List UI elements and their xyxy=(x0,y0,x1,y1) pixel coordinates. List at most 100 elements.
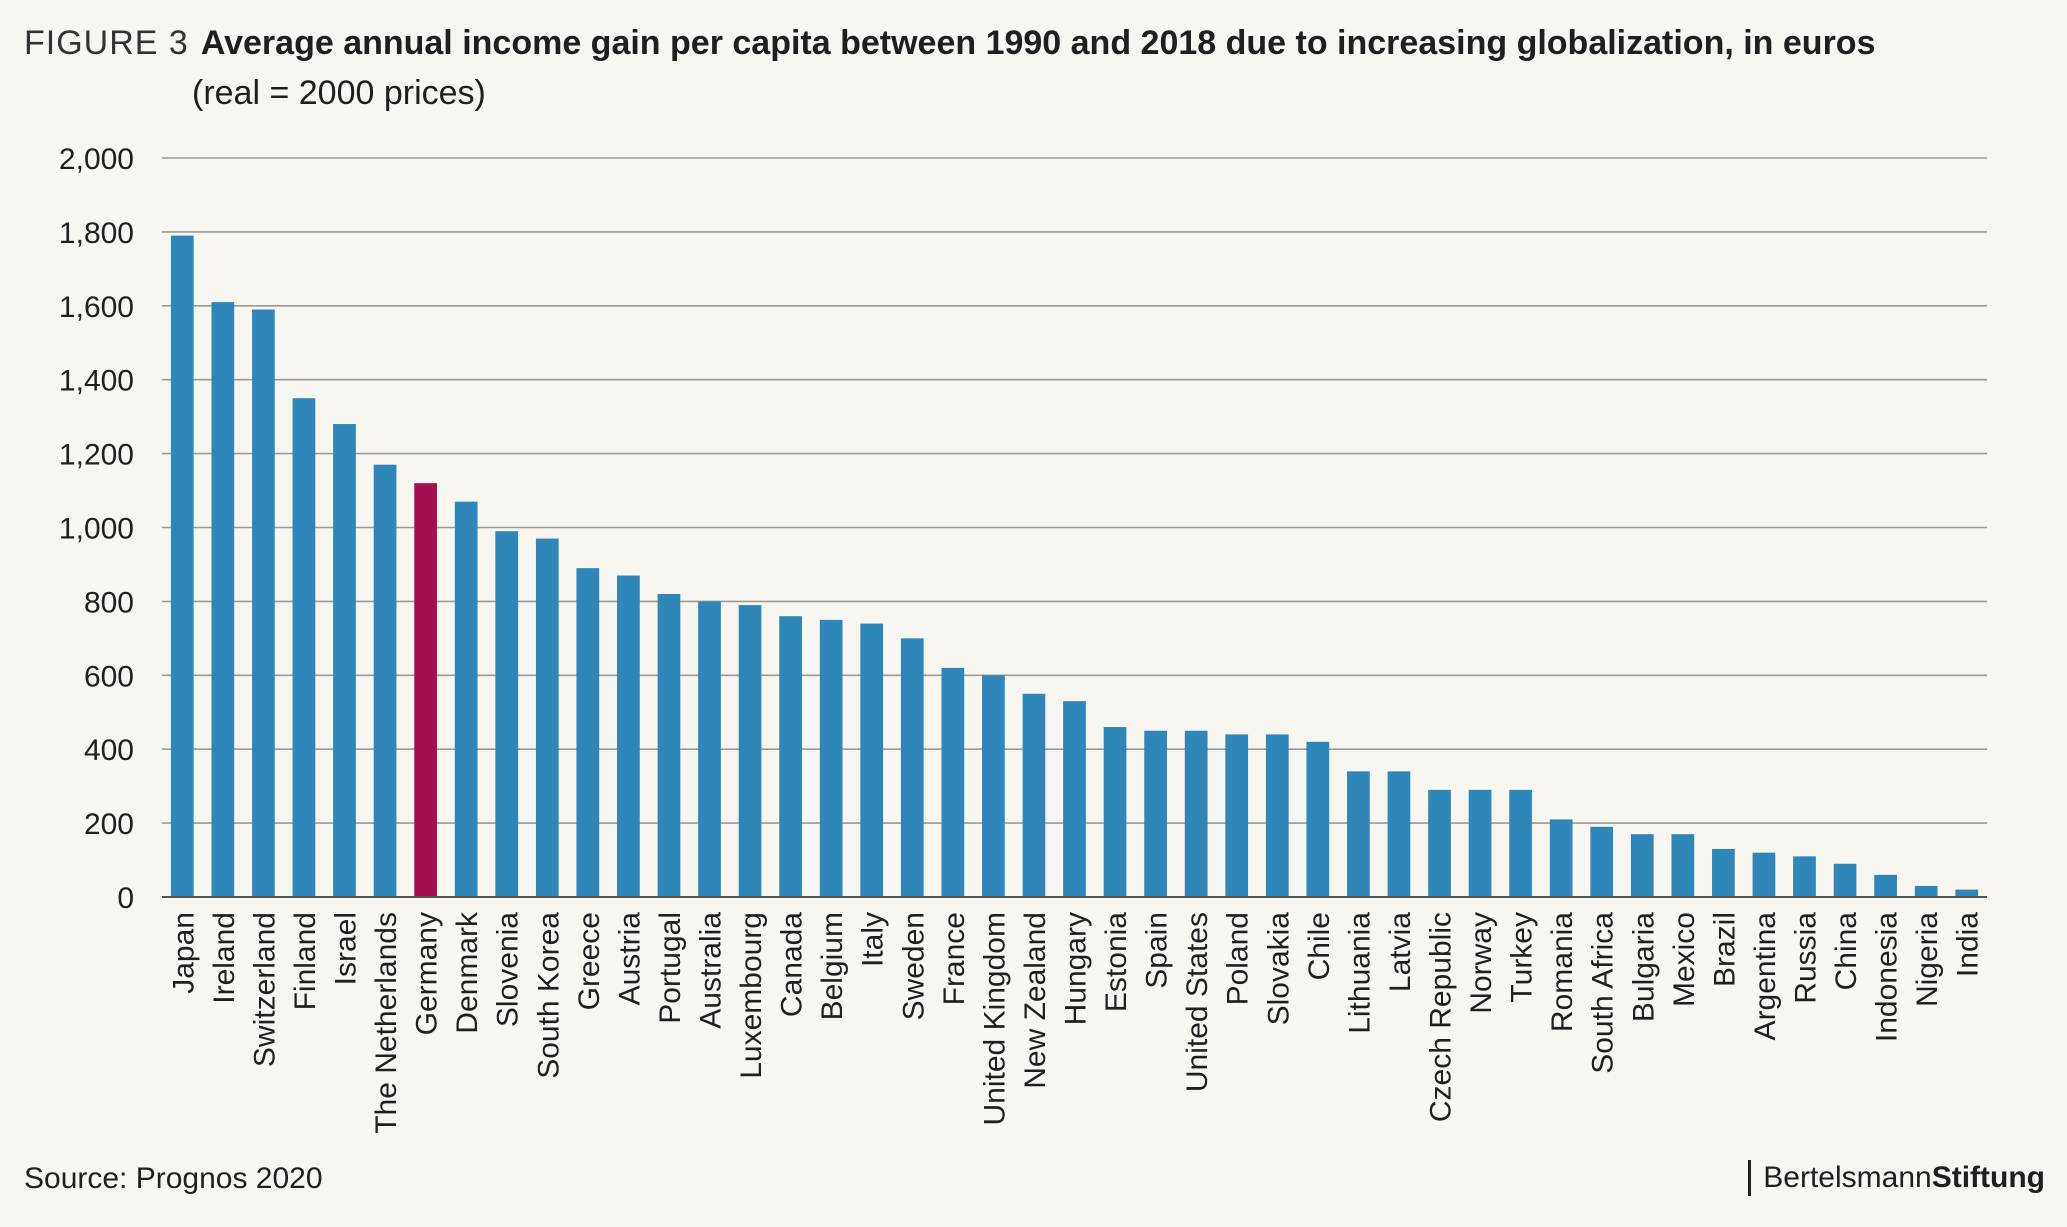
x-tick-label: Poland xyxy=(1222,912,1255,1005)
bar xyxy=(1590,826,1614,897)
x-tick-label: China xyxy=(1830,912,1863,991)
x-tick-label: New Zealand xyxy=(1019,912,1052,1089)
x-tick-label: United States xyxy=(1181,912,1214,1092)
y-axis-ticks: 0 200 400 600 800 1,000 1,200 1,400 1,600 1,800 2,… xyxy=(59,143,134,915)
bar xyxy=(982,675,1005,897)
x-tick-label: Indonesia xyxy=(1871,912,1904,1042)
x-tick-label: Nigeria xyxy=(1911,912,1944,1007)
bar xyxy=(414,483,437,897)
chart-subtitle: (real = 2000 prices) xyxy=(192,74,486,112)
bar xyxy=(1225,734,1249,897)
x-tick-label: Norway xyxy=(1465,912,1498,1014)
x-tick-label: South Africa xyxy=(1587,912,1620,1074)
bar xyxy=(1630,834,1654,897)
bar xyxy=(1347,771,1370,897)
y-tick-label: 1,400 xyxy=(59,365,134,398)
bar xyxy=(170,235,194,898)
x-tick-label: Romania xyxy=(1546,912,1579,1032)
bar xyxy=(1468,789,1492,897)
x-tick-label: Spain xyxy=(1141,912,1174,989)
figure-label: FIGURE 3 xyxy=(24,24,189,62)
brand-bold: Stiftung xyxy=(1931,1161,2045,1194)
x-tick-label: Australia xyxy=(695,912,728,1029)
bar xyxy=(860,623,884,897)
bar xyxy=(1752,852,1776,897)
x-tick-label: Japan xyxy=(167,912,200,994)
x-tick-label: Sweden xyxy=(897,912,930,1020)
bar xyxy=(1549,819,1573,897)
x-tick-label: Russia xyxy=(1790,912,1823,1004)
x-tick-label: Portugal xyxy=(654,912,687,1024)
x-tick-label: Chile xyxy=(1303,912,1336,980)
x-tick-label: Slovenia xyxy=(492,912,525,1027)
y-tick-label: 800 xyxy=(84,586,134,619)
bar xyxy=(1103,727,1127,897)
bar xyxy=(1144,730,1167,897)
x-tick-label: Turkey xyxy=(1506,912,1539,1003)
bar xyxy=(1833,863,1857,897)
x-tick-label: Estonia xyxy=(1100,912,1133,1012)
bar xyxy=(1428,789,1451,897)
x-axis-labels: Japan Ireland Switzerland Finland Israel The … xyxy=(167,911,1984,1134)
bar xyxy=(292,398,316,897)
bar xyxy=(535,538,559,897)
y-tick-label: 200 xyxy=(84,808,134,841)
bar xyxy=(495,531,519,897)
bar xyxy=(1387,771,1411,897)
bar xyxy=(1955,889,1979,897)
y-tick-label: 400 xyxy=(84,734,134,767)
bar xyxy=(1265,734,1289,897)
bar xyxy=(454,501,478,897)
x-tick-label: Czech Republic xyxy=(1425,912,1458,1122)
x-tick-label: The Netherlands xyxy=(370,912,403,1134)
bar xyxy=(941,667,965,897)
bar xyxy=(1022,693,1046,897)
y-tick-label: 1,000 xyxy=(59,513,134,546)
bar xyxy=(211,302,235,898)
x-tick-label: Finland xyxy=(289,912,322,1010)
bar xyxy=(373,464,397,897)
bar xyxy=(333,424,356,897)
title-block: FIGURE 3 Average annual income gain per c… xyxy=(24,18,2024,118)
bars xyxy=(170,235,1979,898)
bar xyxy=(1914,885,1938,897)
x-tick-label: Argentina xyxy=(1749,912,1782,1041)
x-tick-label: Mexico xyxy=(1668,912,1701,1007)
bar xyxy=(819,619,843,897)
x-tick-label: Switzerland xyxy=(248,912,281,1067)
y-tick-label: 2,000 xyxy=(59,143,134,176)
bar xyxy=(1063,701,1086,897)
x-tick-label: Greece xyxy=(573,912,606,1010)
bar xyxy=(698,601,721,897)
x-tick-label: Latvia xyxy=(1384,912,1417,992)
x-tick-label: India xyxy=(1952,912,1985,977)
y-tick-label: 1,200 xyxy=(59,439,134,472)
bar xyxy=(617,575,640,897)
bar xyxy=(738,605,762,897)
bar xyxy=(1874,874,1897,897)
bar xyxy=(1184,730,1208,897)
brand-regular: Bertelsmann xyxy=(1763,1161,1932,1194)
bar xyxy=(576,568,600,897)
y-tick-label: 600 xyxy=(84,660,134,693)
x-tick-label: Brazil xyxy=(1708,912,1741,987)
x-tick-label: Slovakia xyxy=(1262,912,1295,1026)
x-tick-label: Lithuania xyxy=(1343,912,1376,1034)
x-tick-label: United Kingdom xyxy=(978,912,1011,1125)
bar xyxy=(900,638,924,897)
x-tick-label: Denmark xyxy=(451,911,484,1034)
source-note: Source: Prognos 2020 xyxy=(24,1162,323,1195)
brand-logo: BertelsmannStiftung xyxy=(1748,1160,2045,1196)
y-tick-label: 1,600 xyxy=(59,291,134,324)
x-tick-label: France xyxy=(938,912,971,1005)
x-tick-label: Ireland xyxy=(208,912,241,1004)
bar xyxy=(252,309,275,897)
y-tick-label: 1,800 xyxy=(59,217,134,250)
x-tick-label: Germany xyxy=(411,912,444,1035)
bar xyxy=(779,616,802,897)
chart-title: Average annual income gain per capita be… xyxy=(200,24,1876,62)
x-tick-label: Luxembourg xyxy=(735,912,768,1079)
bar xyxy=(1306,741,1330,897)
x-tick-label: Italy xyxy=(857,912,890,967)
bar xyxy=(1712,848,1735,897)
